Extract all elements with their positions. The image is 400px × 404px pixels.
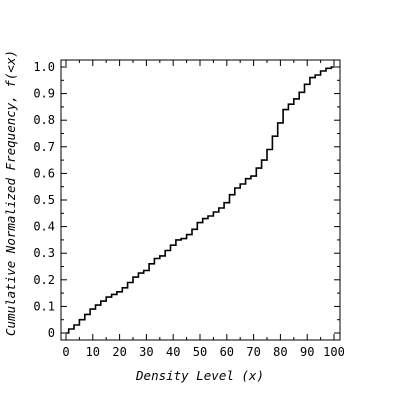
x-axis-title: Density Level (x) xyxy=(135,368,264,383)
y-tick-label: 0.8 xyxy=(33,113,55,127)
y-axis-title: Cumulative Normalized Frequency, f(<x) xyxy=(3,50,18,336)
x-tick-label: 100 xyxy=(323,345,345,359)
y-tick-label: 0.5 xyxy=(33,193,55,207)
y-tick-label: 0 xyxy=(48,326,55,340)
y-tick-label: 0.7 xyxy=(33,140,55,154)
x-tick-label: 0 xyxy=(62,345,69,359)
x-tick-label: 50 xyxy=(193,345,207,359)
x-tick-label: 40 xyxy=(166,345,180,359)
y-tick-label: 0.9 xyxy=(33,87,55,101)
x-tick-label: 60 xyxy=(220,345,234,359)
x-tick-label: 10 xyxy=(86,345,100,359)
plot-frame xyxy=(60,59,341,341)
x-tick-label: 70 xyxy=(246,345,260,359)
y-tick-label: 0.1 xyxy=(33,299,55,313)
x-tick-label: 30 xyxy=(139,345,153,359)
y-tick-label: 1.0 xyxy=(33,60,55,74)
x-tick-label: 20 xyxy=(112,345,126,359)
y-tick-label: 0.4 xyxy=(33,220,55,234)
y-tick-label: 0.3 xyxy=(33,246,55,260)
cumulative-frequency-line xyxy=(66,66,334,334)
x-tick-label: 80 xyxy=(273,345,287,359)
x-tick-label: 90 xyxy=(300,345,314,359)
y-tick-label: 0.2 xyxy=(33,273,55,287)
y-tick-label: 0.6 xyxy=(33,166,55,180)
